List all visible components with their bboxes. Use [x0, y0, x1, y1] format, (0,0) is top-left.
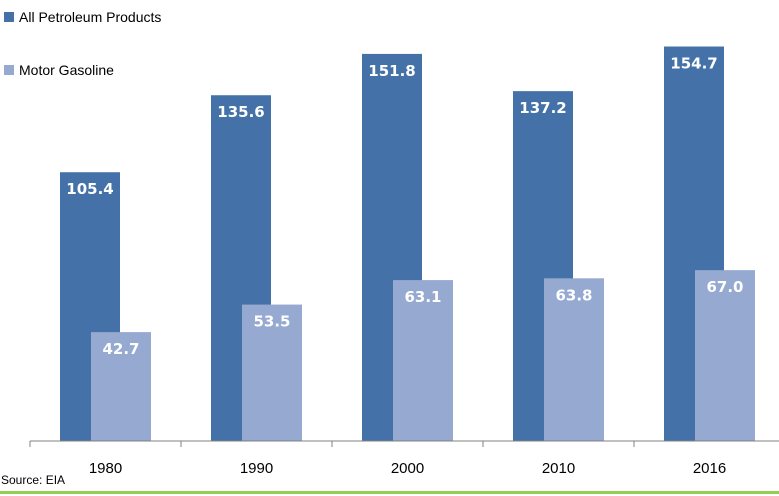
- x-tick-label-1990: 1990: [240, 460, 273, 477]
- source-note: Source: EIA: [1, 473, 66, 487]
- bars-group: 105.4 42.7 135.6 53.5 151.8 63.1 137.2 63.8 154.…: [60, 46, 755, 442]
- legend-item-motor-gasoline: Motor Gasoline: [4, 62, 114, 78]
- data-label-motor-gasoline-2010: 63.8: [555, 286, 592, 304]
- data-label-motor-gasoline-1980: 42.7: [102, 340, 139, 358]
- bottom-divider: [0, 491, 779, 494]
- bar-motor-gasoline-1990: [242, 304, 302, 441]
- data-label-all-petroleum-2016: 154.7: [670, 55, 717, 73]
- bar-motor-gasoline-2000: [393, 280, 453, 441]
- data-label-motor-gasoline-2016: 67.0: [706, 278, 743, 296]
- data-label-all-petroleum-1980: 105.4: [66, 180, 113, 198]
- bar-motor-gasoline-2010: [544, 278, 604, 441]
- data-label-all-petroleum-2000: 151.8: [368, 62, 415, 80]
- data-label-motor-gasoline-1990: 53.5: [253, 313, 290, 331]
- x-tick-label-2010: 2010: [542, 460, 575, 477]
- data-label-all-petroleum-2010: 137.2: [519, 99, 566, 117]
- bar-motor-gasoline-2016: [695, 270, 755, 441]
- legend-item-all-petroleum: All Petroleum Products: [4, 9, 161, 25]
- data-label-all-petroleum-1990: 135.6: [217, 103, 264, 121]
- x-axis-ticks: 1980 1990 2000 2010 2016: [29, 441, 726, 477]
- x-tick-label-1980: 1980: [89, 460, 122, 477]
- data-label-motor-gasoline-2000: 63.1: [404, 288, 441, 306]
- legend-swatch-motor-gasoline: [4, 65, 14, 75]
- legend-swatch-all-petroleum: [4, 12, 14, 22]
- legend-label-all-petroleum: All Petroleum Products: [19, 9, 162, 25]
- legend-label-motor-gasoline: Motor Gasoline: [19, 62, 114, 78]
- x-tick-label-2016: 2016: [693, 460, 726, 477]
- x-tick-label-2000: 2000: [391, 460, 424, 477]
- bar-motor-gasoline-1980: [91, 332, 151, 441]
